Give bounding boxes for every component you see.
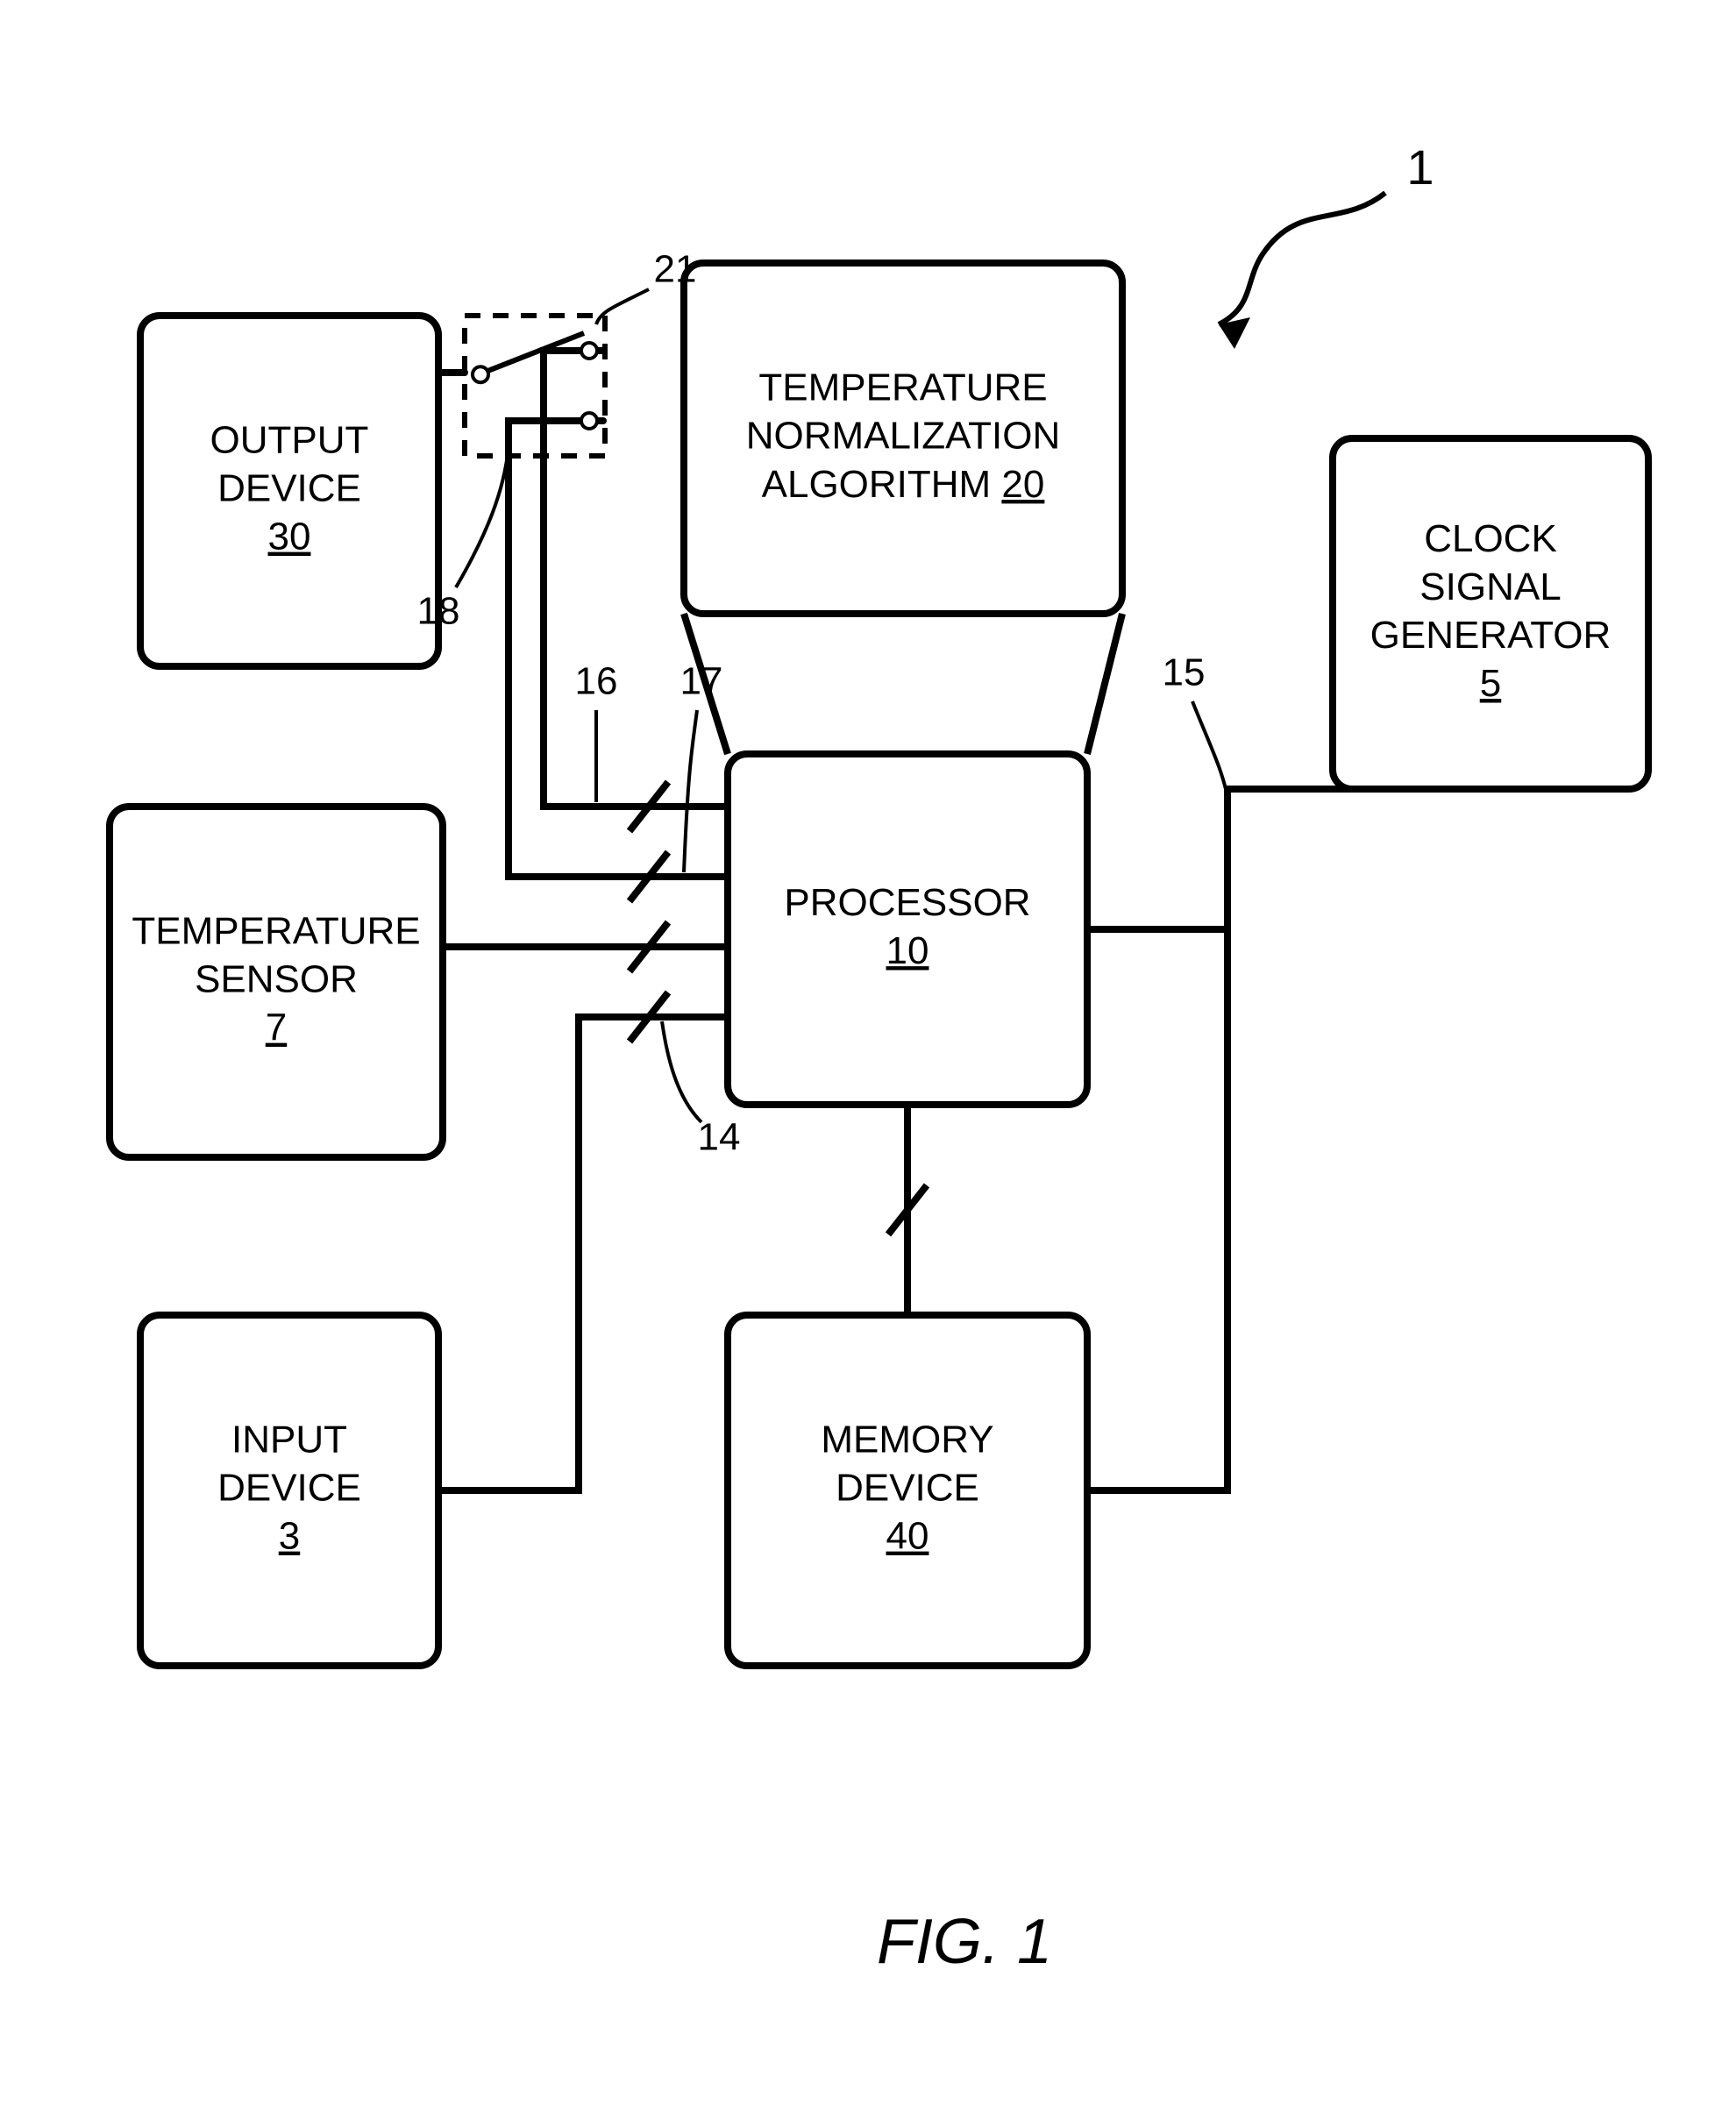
algorithm-label-2: ALGORITHM 20 [762, 463, 1045, 506]
clock-number: 5 [1480, 662, 1501, 705]
figure-label: FIG. 1 [877, 1907, 1052, 1977]
memory_device-label-1: DEVICE [836, 1467, 979, 1510]
callout-l18: 18 [417, 590, 460, 633]
switch-node-in-top [581, 343, 597, 359]
input_device-label-1: DEVICE [217, 1467, 361, 1510]
algorithm-label-1: NORMALIZATION [746, 415, 1061, 458]
temperature_sensor-label-0: TEMPERATURE [132, 910, 420, 953]
memory_device-label-0: MEMORY [821, 1419, 993, 1461]
input_device-label-0: INPUT [231, 1419, 347, 1461]
switch-node-in-bot [581, 413, 597, 429]
callout-l15: 15 [1163, 651, 1206, 694]
processor-number: 10 [886, 929, 929, 972]
algorithm-label-0: TEMPERATURE [758, 366, 1047, 409]
input_device-number: 3 [279, 1515, 300, 1558]
memory_device-number: 40 [886, 1515, 929, 1558]
output_device-number: 30 [268, 516, 311, 558]
temperature_sensor-label-1: SENSOR [195, 958, 358, 1001]
callout-l16: 16 [575, 660, 618, 703]
callout-l17: 17 [680, 660, 723, 703]
clock-label-2: GENERATOR [1370, 614, 1611, 657]
temperature_sensor-number: 7 [266, 1006, 287, 1049]
clock-label-1: SIGNAL [1419, 565, 1561, 608]
figure-ref-number: 1 [1406, 139, 1434, 195]
output_device-label-0: OUTPUT [210, 419, 369, 462]
switch-node-out [473, 366, 488, 382]
output_device-label-1: DEVICE [217, 467, 361, 510]
processor-label-0: PROCESSOR [784, 881, 1030, 924]
clock-label-0: CLOCK [1424, 517, 1557, 560]
callout-switch: 21 [654, 248, 697, 291]
callout-l14: 14 [698, 1116, 741, 1159]
